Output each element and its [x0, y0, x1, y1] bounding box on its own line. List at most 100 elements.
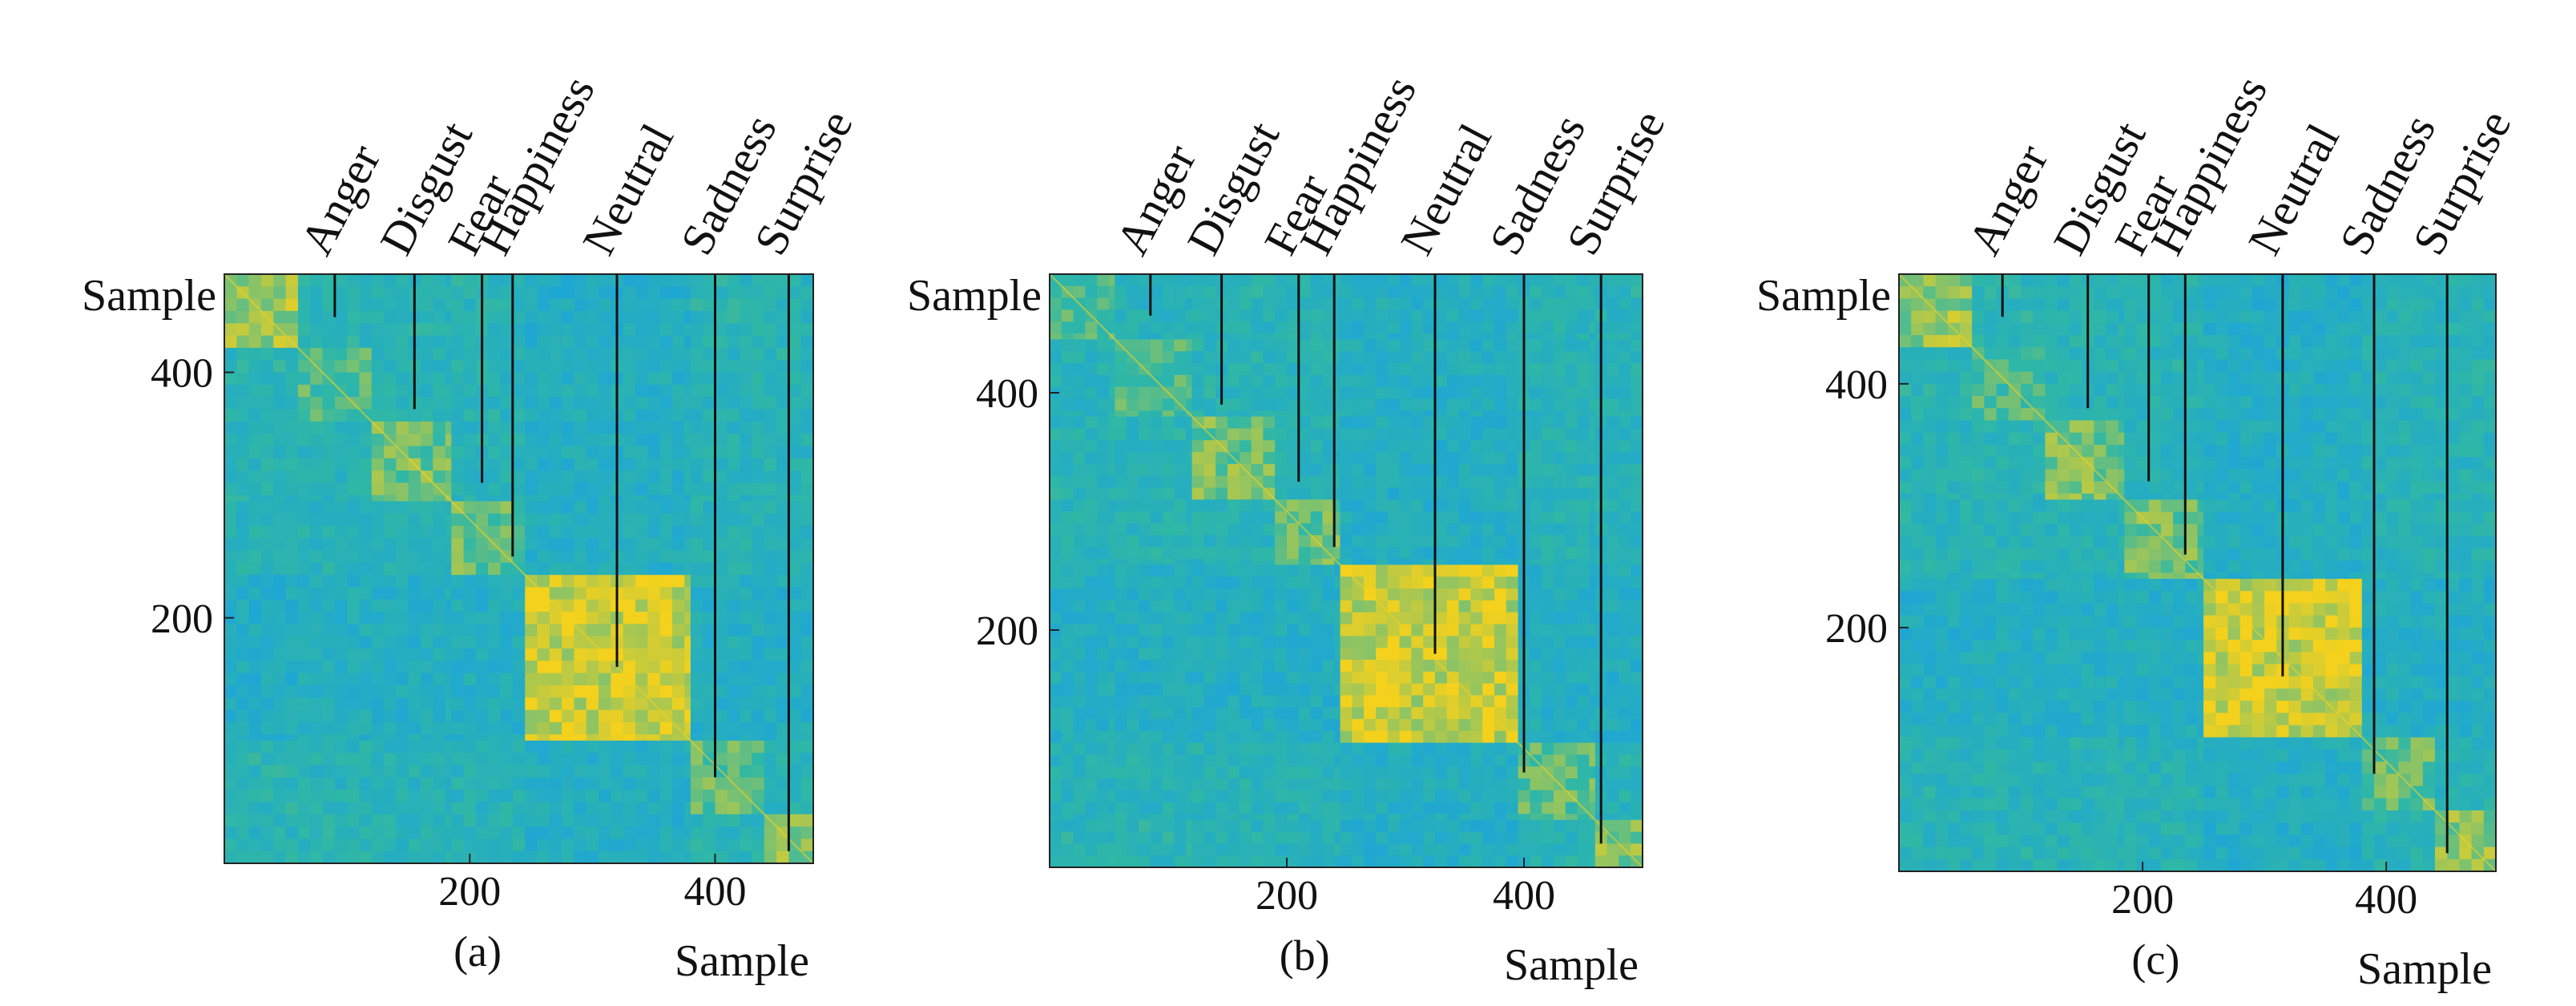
- heatmap-cell: [334, 685, 348, 698]
- heatmap-cell: [684, 612, 691, 624]
- heatmap-cell: [371, 347, 385, 361]
- heatmap-cell: [1162, 719, 1175, 732]
- heatmap-cell: [488, 384, 502, 398]
- heatmap-cell: [800, 471, 814, 483]
- heatmap-cell: [1446, 600, 1460, 613]
- heatmap-cell: [690, 310, 703, 324]
- heatmap-cell: [1589, 683, 1596, 696]
- heatmap-cell: [1191, 648, 1204, 661]
- heatmap-cell: [1322, 648, 1335, 661]
- heatmap-cell: [788, 360, 802, 374]
- heatmap-cell: [297, 335, 311, 349]
- heatmap-cell: [1085, 285, 1098, 299]
- heatmap-cell: [260, 802, 274, 815]
- heatmap-cell: [1482, 309, 1495, 322]
- heatmap-cell: [586, 550, 599, 564]
- heatmap-cell: [525, 777, 538, 790]
- heatmap-cell: [1530, 707, 1542, 720]
- heatmap-cell: [788, 709, 802, 723]
- heatmap-cell: [537, 721, 550, 735]
- heatmap-cell: [1506, 374, 1519, 388]
- heatmap-cell: [1435, 766, 1448, 779]
- heatmap-cell: [1298, 719, 1312, 732]
- heatmap-cell: [384, 384, 397, 398]
- heatmap-cell: [285, 575, 299, 588]
- heatmap-cell: [451, 790, 465, 802]
- heatmap-cell: [1530, 612, 1542, 625]
- heatmap-cell: [549, 298, 562, 312]
- heatmap-cell: [1387, 333, 1401, 340]
- heatmap-cell: [684, 471, 691, 483]
- heatmap-cell: [574, 612, 587, 624]
- heatmap-cell: [1506, 576, 1519, 589]
- heatmap-cell: [800, 612, 814, 624]
- heatmap-cell: [715, 777, 728, 790]
- heatmap-cell: [1423, 274, 1436, 287]
- heatmap-cell: [1565, 695, 1578, 708]
- heatmap-cell: [647, 648, 661, 661]
- heatmap-cell: [322, 777, 336, 790]
- heatmap-cell: [1162, 624, 1175, 636]
- heatmap-cell: [445, 525, 452, 539]
- heatmap-cell: [433, 575, 446, 588]
- heatmap-cell: [1287, 475, 1300, 488]
- heatmap-cell: [1542, 790, 1554, 803]
- heatmap-cell: [1275, 564, 1288, 577]
- heatmap-cell: [1115, 274, 1127, 287]
- heatmap-cell: [647, 673, 661, 686]
- heatmap-cell: [421, 648, 433, 661]
- heatmap-cell: [260, 298, 274, 312]
- heatmap-cell: [322, 397, 336, 410]
- heatmap-cell: [623, 624, 636, 637]
- heatmap-cell: [635, 814, 648, 827]
- heatmap-cell: [1073, 778, 1086, 791]
- heatmap-cell: [1174, 523, 1187, 536]
- heatmap-cell: [512, 838, 526, 852]
- heatmap-cell: [1127, 660, 1139, 673]
- heatmap-cell: [1115, 790, 1127, 803]
- heatmap-cell: [1310, 386, 1323, 399]
- heatmap-cell: [384, 298, 397, 312]
- heatmap-cell: [224, 599, 237, 612]
- heatmap-cell: [1399, 648, 1412, 661]
- heatmap-cell: [371, 495, 385, 502]
- heatmap-cell: [1565, 707, 1578, 720]
- heatmap-cell: [1542, 719, 1554, 732]
- heatmap-cell: [371, 740, 385, 753]
- heatmap-cell: [562, 501, 574, 515]
- heatmap-cell: [1530, 511, 1542, 524]
- heatmap-cell: [1542, 351, 1554, 364]
- heatmap-cell: [421, 384, 433, 398]
- heatmap-cell: [297, 636, 311, 649]
- heatmap-cell: [512, 709, 526, 723]
- heatmap-cell: [1482, 410, 1495, 418]
- heatmap-cell: [752, 777, 765, 790]
- heatmap-cell: [1162, 511, 1175, 524]
- heatmap-cell: [1186, 398, 1193, 411]
- heatmap-cell: [703, 850, 716, 864]
- heatmap-cell: [408, 538, 421, 551]
- heatmap-cell: [1174, 730, 1187, 744]
- heatmap-cell: [574, 525, 587, 539]
- heatmap-cell: [1482, 843, 1495, 856]
- heatmap-cell: [1139, 416, 1151, 429]
- heatmap-cell: [1399, 297, 1412, 310]
- heatmap-cell: [500, 850, 514, 864]
- heatmap-cell: [740, 471, 752, 483]
- heatmap-cell: [647, 587, 661, 600]
- heatmap-cell: [1619, 285, 1631, 299]
- heatmap-cell: [599, 384, 611, 398]
- heatmap-cell: [236, 850, 250, 864]
- heatmap-cell: [396, 624, 409, 637]
- heatmap-cell: [1482, 321, 1495, 334]
- heatmap-cell: [1577, 648, 1590, 661]
- heatmap-cell: [236, 734, 250, 741]
- heatmap-cell: [1073, 386, 1086, 399]
- heatmap-cell: [1085, 790, 1098, 803]
- heatmap-cell: [285, 562, 299, 576]
- heatmap-cell: [1554, 559, 1566, 566]
- heatmap-cell: [322, 286, 336, 300]
- heatmap-cell: [537, 575, 550, 588]
- heatmap-cell: [1228, 754, 1240, 767]
- heatmap-cell: [1073, 730, 1086, 744]
